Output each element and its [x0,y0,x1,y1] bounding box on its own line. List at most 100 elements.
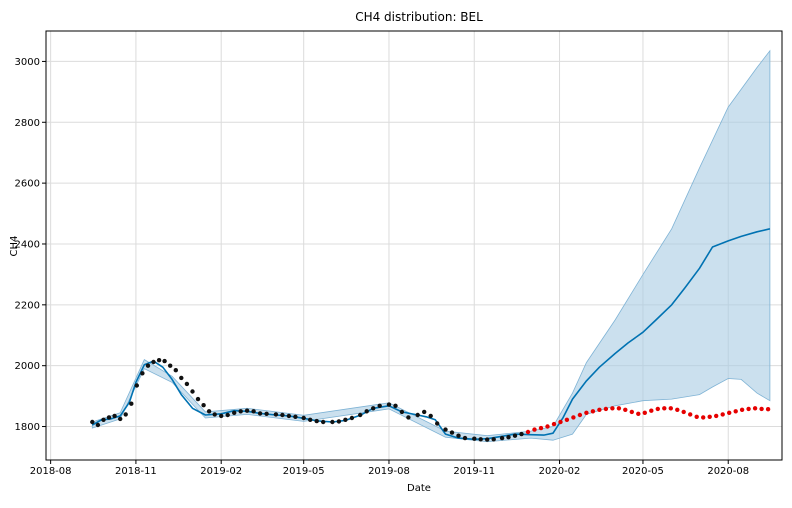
observed-point [151,359,156,365]
observed-point [386,402,392,407]
observed-point [428,413,433,419]
actual-point [681,409,686,415]
x-tick-label: 2019-02 [200,466,242,477]
actual-point [584,410,589,415]
observed-point [95,422,101,428]
actual-point [629,409,634,415]
uncertainty-band-layer [91,49,771,443]
actual-point [597,407,602,412]
observed-point [377,403,382,408]
observed-point [244,408,250,413]
observed-point [206,409,212,414]
y-tick-label: 3000 [15,57,40,68]
observed-point [184,381,190,387]
x-tick-label: 2019-08 [368,466,410,477]
observed-point [321,419,326,425]
observed-point [519,431,524,437]
actual-point [532,427,537,432]
actual-point [642,410,647,415]
observed-point [145,363,151,368]
observed-point [336,419,342,424]
observed-point [264,411,269,416]
observed-point [449,430,455,435]
observed-point [443,427,448,432]
actual-point [714,413,719,419]
actual-point [727,410,732,415]
y-tick-label: 2400 [15,239,40,250]
observed-point [293,414,298,419]
y-tick-label: 2800 [15,118,40,129]
observed-point [512,433,518,438]
actual-point [525,429,531,435]
actual-point [701,415,706,420]
x-axis-ticks: 2018-08 2018-11 2019-02 2019-05 2019-08 2019-… [30,460,749,477]
observed-point [393,403,398,408]
chart-title: CH4 distribution: BEL [355,10,483,24]
observed-point [478,437,483,442]
observed-point [280,412,285,418]
actual-point [590,409,596,414]
observed-point [406,415,411,420]
actual-point [545,424,550,429]
observed-point [456,433,461,438]
y-tick-label: 2600 [15,179,40,190]
actual-point [662,406,667,411]
y-tick-label: 1800 [15,422,40,433]
observed-point [286,413,292,419]
actual-point [675,407,680,412]
observed-point [462,435,468,441]
x-tick-label: 2019-11 [453,466,495,477]
actual-point [564,417,570,422]
actual-point [636,411,641,416]
actual-point [610,406,615,411]
observed-point [472,436,477,441]
observed-point [168,363,173,368]
y-axis-ticks: 1800 2000 2200 2400 2600 2800 3000 [15,57,46,433]
observed-point [106,415,112,420]
x-tick-label: 2020-08 [707,466,749,477]
y-tick-label: 2000 [15,361,40,372]
observed-point [371,406,376,411]
observed-point [257,411,263,416]
actual-point [577,412,583,418]
actual-point [616,406,622,411]
actual-point [688,412,693,417]
actual-point [739,407,745,412]
actual-point [603,406,609,412]
actual-point [655,406,660,412]
observed-point [190,389,195,394]
observed-point [343,417,348,422]
x-axis-label: Date [407,483,431,494]
observed-point [179,375,184,381]
observed-point [314,418,319,424]
y-tick-label: 2200 [15,300,40,311]
observed-point [156,358,162,363]
actual-point [694,414,699,419]
observed-point [219,413,224,419]
observed-point [349,415,355,421]
observed-point [162,358,167,364]
observed-point [435,421,440,426]
observed-point [330,419,335,425]
actual-point [707,414,712,419]
observed-point [499,435,505,441]
actual-point [752,406,758,411]
observed-point [129,401,134,406]
observed-point [201,403,206,408]
data-points-layer [90,358,771,442]
observed-point [212,412,217,417]
observed-point [238,409,243,414]
x-tick-label: 2018-08 [30,466,72,477]
observed-point [101,417,106,422]
observed-point [301,415,306,421]
observed-point [491,437,496,442]
actual-point [649,408,654,413]
actual-point [720,412,725,417]
observed-point [118,416,123,422]
actual-point [668,406,673,411]
observed-point [251,409,256,414]
observed-point [225,412,230,418]
plot-frame [45,30,783,461]
observed-point [134,383,139,388]
